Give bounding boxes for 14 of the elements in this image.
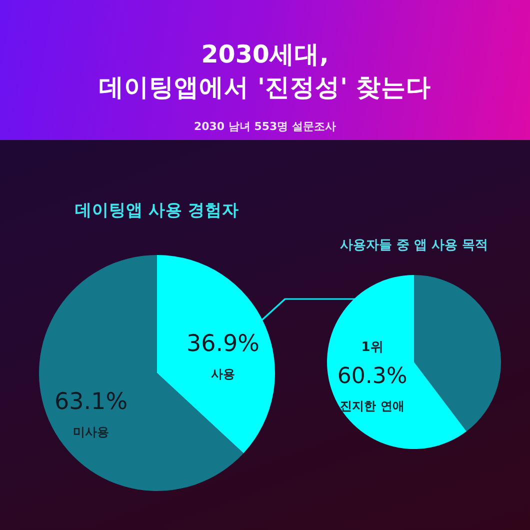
pie-slice xyxy=(327,275,466,449)
slice-label: 사용 xyxy=(210,367,235,382)
slice-label: 진지한 연애 xyxy=(340,398,404,413)
chart-title: 사용자들 중 앱 사용 목적 xyxy=(340,238,488,253)
chart-title: 데이팅앱 사용 경험자 xyxy=(74,200,240,220)
data-label: 36.9% xyxy=(186,331,260,358)
pie-slice xyxy=(414,275,501,432)
slice-label: 미사용 xyxy=(73,424,110,439)
data-label: 63.1% xyxy=(54,388,128,415)
data-label: 60.3% xyxy=(337,364,408,389)
pie-slice xyxy=(157,255,275,454)
text: 1위 xyxy=(361,340,384,355)
text: 2030 남녀 553명 설문조사 xyxy=(194,120,336,133)
text: 2030세대, 데이팅앱에서 '진정성' 찾는다 xyxy=(98,40,432,102)
